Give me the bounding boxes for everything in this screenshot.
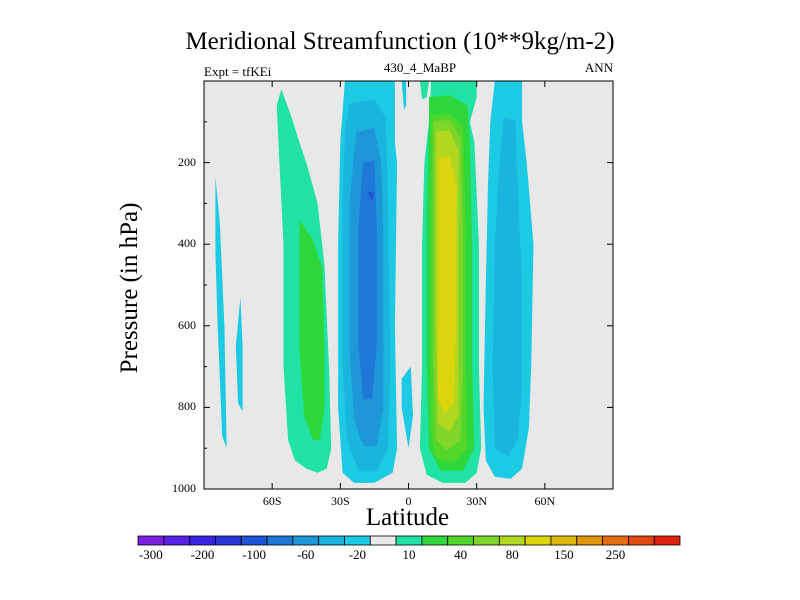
colorbar-swatch: [163, 535, 191, 546]
colorbar-swatch: [369, 535, 397, 546]
colorbar-label: -100: [242, 547, 267, 562]
experiment-label: Expt = tfKEi: [204, 64, 272, 79]
colorbar-swatch: [602, 535, 629, 546]
x-tick-label: 60N: [534, 494, 556, 508]
nh-midlat-negative-core: [492, 117, 523, 457]
colorbar-swatch: [215, 535, 242, 546]
colorbar-label: 150: [554, 547, 574, 562]
colorbar-label: 10: [402, 547, 416, 562]
colorbar-swatch: [627, 535, 655, 546]
y-tick-label: 400: [178, 236, 196, 251]
sh-midlat-positive-core: [299, 219, 325, 440]
colorbar-swatch: [447, 535, 474, 546]
y-tick-label: 600: [178, 317, 196, 332]
colorbar-swatch: [266, 535, 294, 546]
colorbar-swatch: [576, 535, 603, 546]
case-label: 430_4_MaBP: [383, 60, 457, 75]
contour-fills: [215, 81, 534, 483]
colorbar-swatch: [189, 535, 216, 546]
x-tick-label: 60S: [262, 494, 282, 508]
y-tick-label: 200: [178, 154, 196, 169]
sh-cell-core: [358, 160, 377, 400]
colorbar-swatch: [653, 535, 681, 546]
colorbar-label: -20: [348, 547, 367, 562]
colorbar-swatch: [473, 535, 500, 546]
colorbar-swatch: [421, 535, 449, 546]
sh-polar-negative-2: [235, 297, 243, 412]
nh-cell-max: [438, 156, 457, 414]
colorbar-swatch: [240, 535, 268, 546]
x-tick-label: 30N: [466, 494, 487, 508]
y-tick-label: 800: [178, 399, 196, 414]
colorbar-swatch: [524, 535, 552, 546]
sh-cell-max: [367, 192, 375, 202]
colorbar-label: -300: [138, 547, 163, 562]
season-label: ANN: [584, 60, 613, 75]
colorbar-swatch: [292, 535, 320, 546]
colorbar-label: 40: [454, 547, 468, 562]
x-tick-label: 0: [405, 494, 412, 508]
colorbar-swatch: [344, 535, 371, 546]
equator-top-positive: [419, 81, 429, 100]
chart-title: Meridional Streamfunction (10**9kg/m-2): [185, 28, 615, 55]
colorbar-swatch: [137, 535, 165, 546]
colorbar-swatch: [550, 535, 578, 546]
colorbar-label: 80: [505, 547, 519, 562]
colorbar-swatch: [498, 535, 526, 546]
colorbar-swatch: [318, 535, 345, 546]
x-tick-label: 30S: [330, 494, 350, 508]
colorbar-swatch: [395, 535, 423, 546]
x-axis-title: Latitude: [365, 504, 450, 531]
sh-polar-negative-1: [215, 176, 227, 449]
colorbar-label: -60: [297, 547, 315, 562]
colorbar-label: -200: [190, 547, 215, 562]
colorbar-label: 250: [605, 547, 626, 562]
y-tick-label: 1000: [172, 481, 196, 495]
equator-negative: [401, 366, 413, 449]
equator-top-negative: [401, 81, 407, 110]
